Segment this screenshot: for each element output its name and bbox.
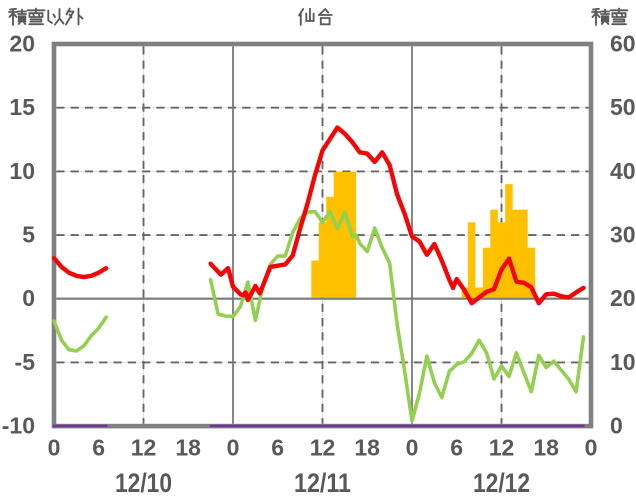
svg-text:12: 12: [489, 435, 515, 461]
svg-text:-10: -10: [2, 413, 35, 439]
svg-text:0: 0: [406, 435, 419, 461]
svg-text:50: 50: [610, 94, 636, 120]
svg-text:6: 6: [92, 435, 105, 461]
svg-text:12/11: 12/11: [294, 468, 351, 498]
svg-text:0: 0: [585, 435, 598, 461]
svg-text:0: 0: [48, 435, 61, 461]
svg-text:0: 0: [227, 435, 240, 461]
svg-text:18: 18: [533, 435, 559, 461]
svg-text:30: 30: [610, 222, 636, 248]
svg-text:12: 12: [131, 435, 157, 461]
svg-text:12/12: 12/12: [473, 468, 530, 498]
svg-text:0: 0: [22, 285, 35, 311]
svg-text:12/10: 12/10: [115, 468, 172, 498]
svg-text:20: 20: [9, 31, 35, 57]
svg-text:-5: -5: [15, 349, 36, 375]
svg-text:40: 40: [610, 158, 636, 184]
svg-text:20: 20: [610, 285, 636, 311]
svg-text:15: 15: [9, 94, 35, 120]
svg-text:6: 6: [450, 435, 463, 461]
svg-text:18: 18: [175, 435, 201, 461]
svg-text:0: 0: [610, 413, 623, 439]
svg-text:5: 5: [22, 222, 35, 248]
svg-text:10: 10: [9, 158, 35, 184]
svg-text:12: 12: [310, 435, 336, 461]
svg-text:60: 60: [610, 31, 636, 57]
svg-text:10: 10: [610, 349, 636, 375]
svg-text:18: 18: [354, 435, 380, 461]
svg-text:6: 6: [271, 435, 284, 461]
